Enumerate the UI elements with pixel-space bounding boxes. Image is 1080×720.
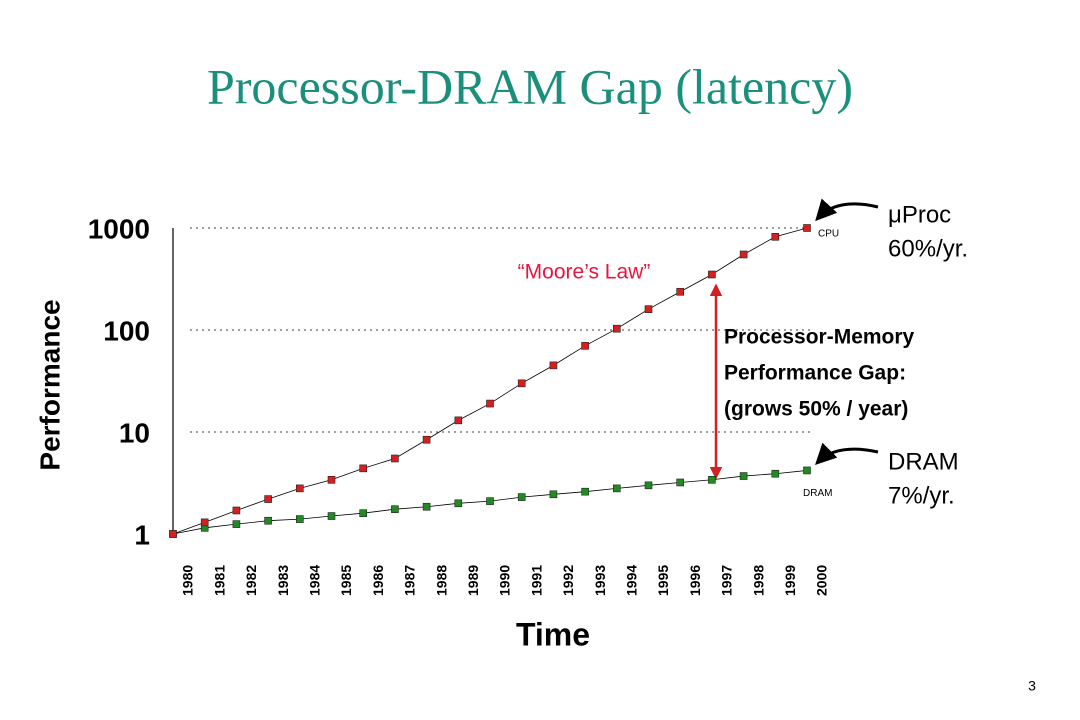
y-tick-label: 1000	[88, 213, 150, 244]
x-tick-label: 1984	[307, 565, 323, 596]
point	[454, 499, 463, 508]
point	[517, 493, 526, 501]
x-tick-label: 1990	[497, 565, 513, 596]
annotation: (grows 50% / year)	[724, 398, 908, 421]
point	[391, 505, 399, 514]
x-tick-label: 1980	[180, 565, 196, 596]
point	[391, 454, 399, 463]
x-tick-label: 1998	[750, 565, 766, 596]
point	[169, 530, 177, 538]
point	[549, 361, 558, 370]
point	[581, 487, 589, 496]
title: Processor-DRAM Gap (latency)	[207, 58, 853, 114]
point	[359, 509, 368, 517]
x-axis-label: Time	[516, 616, 590, 652]
point	[549, 490, 558, 499]
annotation: DRAM	[888, 448, 959, 475]
point	[486, 497, 494, 505]
point	[739, 472, 748, 480]
x-tick-label: 1996	[687, 565, 703, 596]
arrow	[815, 442, 879, 465]
point	[581, 341, 589, 350]
point	[327, 512, 336, 520]
series-label: DRAM	[803, 488, 832, 499]
point	[264, 516, 272, 525]
x-tick-label: 1982	[243, 565, 259, 596]
point	[676, 478, 685, 487]
point	[327, 475, 336, 484]
x-tick-label: 1993	[592, 565, 608, 596]
point	[264, 495, 272, 503]
point	[612, 324, 621, 333]
point	[803, 466, 811, 475]
series-label: CPU	[818, 229, 839, 240]
point	[295, 484, 304, 493]
point	[644, 481, 653, 490]
x-tick-label: 1994	[624, 565, 640, 596]
point	[771, 469, 780, 478]
annotation: 60%/yr.	[888, 235, 968, 262]
x-tick-label: 1999	[782, 565, 798, 596]
x-tick-label: 1991	[528, 565, 544, 596]
x-tick-label: 1987	[402, 565, 418, 596]
annotation: μProc	[888, 201, 951, 228]
point	[612, 484, 621, 493]
y-axis-label: Performance	[34, 299, 65, 470]
x-tick-label: 1981	[211, 565, 227, 596]
x-tick-label: 1989	[465, 565, 481, 596]
x-tick-label: 1986	[370, 565, 386, 596]
point	[739, 250, 748, 259]
point	[517, 379, 526, 388]
annotation: Performance Gap:	[724, 362, 906, 385]
point	[803, 224, 811, 232]
point	[295, 515, 304, 523]
point	[708, 475, 716, 484]
x-tick-label: 1992	[560, 565, 576, 596]
point	[454, 416, 463, 425]
annotation: 7%/yr.	[888, 482, 955, 509]
annotation: “Moore’s Law”	[518, 261, 651, 284]
point	[422, 502, 431, 511]
point	[644, 305, 653, 313]
x-tick-label: 1997	[719, 565, 735, 596]
x-tick-label: 2000	[814, 565, 830, 596]
point	[676, 287, 685, 296]
x-tick-label: 1988	[433, 565, 449, 596]
x-tick-label: 1995	[655, 565, 671, 596]
point	[422, 435, 431, 444]
y-tick-label: 100	[103, 315, 150, 346]
arrow	[815, 198, 879, 222]
point	[200, 518, 209, 527]
point	[359, 464, 368, 473]
y-tick-label: 10	[119, 417, 150, 448]
point	[232, 520, 241, 528]
point	[232, 506, 241, 515]
point	[708, 270, 716, 279]
annotation: Processor-Memory	[724, 326, 915, 349]
point	[771, 232, 780, 241]
y-tick-label: 1	[134, 519, 150, 550]
point	[486, 399, 494, 408]
x-tick-label: 1983	[275, 565, 291, 596]
x-tick-label: 1985	[338, 565, 354, 596]
page-number: 3	[1028, 678, 1036, 694]
